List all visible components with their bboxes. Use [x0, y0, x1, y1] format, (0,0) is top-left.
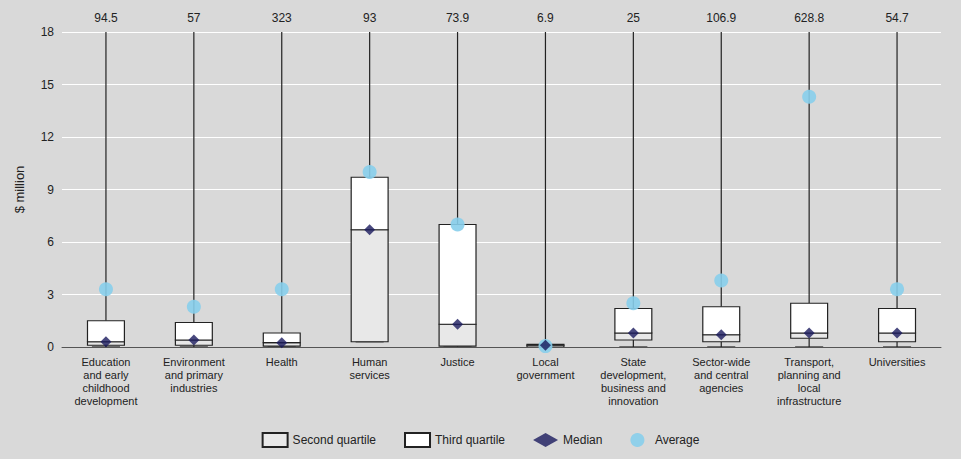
svg-text:628.8: 628.8: [794, 11, 824, 25]
svg-text:Median: Median: [563, 433, 602, 447]
svg-text:business and: business and: [601, 382, 666, 394]
svg-text:93: 93: [363, 11, 377, 25]
svg-text:25: 25: [627, 11, 641, 25]
svg-text:6.9: 6.9: [537, 11, 554, 25]
svg-text:0: 0: [47, 340, 54, 354]
svg-text:54.7: 54.7: [885, 11, 909, 25]
svg-text:and central: and central: [694, 369, 748, 381]
svg-text:development: development: [74, 395, 137, 407]
svg-text:planning and: planning and: [778, 369, 841, 381]
svg-text:childhood: childhood: [82, 382, 129, 394]
svg-text:State: State: [621, 356, 647, 368]
svg-text:government: government: [516, 369, 574, 381]
svg-text:development,: development,: [600, 369, 666, 381]
svg-text:106.9: 106.9: [706, 11, 736, 25]
svg-text:Health: Health: [266, 356, 298, 368]
svg-text:Transport,: Transport,: [784, 356, 834, 368]
svg-text:and early: and early: [83, 369, 129, 381]
svg-text:Third quartile: Third quartile: [435, 433, 505, 447]
svg-text:15: 15: [41, 78, 55, 92]
svg-text:18: 18: [41, 25, 55, 39]
svg-text:9: 9: [47, 183, 54, 197]
svg-text:Local: Local: [532, 356, 558, 368]
svg-text:local: local: [798, 382, 821, 394]
svg-text:12: 12: [41, 130, 55, 144]
svg-text:infrastructure: infrastructure: [777, 395, 841, 407]
svg-text:Education: Education: [81, 356, 130, 368]
svg-text:services: services: [349, 369, 390, 381]
svg-text:Second quartile: Second quartile: [293, 433, 377, 447]
svg-text:agencies: agencies: [699, 382, 744, 394]
svg-text:57: 57: [187, 11, 201, 25]
svg-text:industries: industries: [170, 382, 218, 394]
svg-text:Average: Average: [655, 433, 700, 447]
svg-text:3: 3: [47, 288, 54, 302]
svg-text:Human: Human: [352, 356, 387, 368]
svg-text:and primary: and primary: [165, 369, 224, 381]
svg-text:94.5: 94.5: [94, 11, 118, 25]
svg-text:Environment: Environment: [163, 356, 225, 368]
svg-text:Justice: Justice: [440, 356, 474, 368]
svg-text:6: 6: [47, 235, 54, 249]
svg-text:$ million: $ million: [12, 166, 27, 214]
svg-text:Universities: Universities: [869, 356, 926, 368]
svg-text:innovation: innovation: [608, 395, 658, 407]
svg-text:Sector-wide: Sector-wide: [692, 356, 750, 368]
svg-text:323: 323: [272, 11, 292, 25]
svg-text:73.9: 73.9: [446, 11, 470, 25]
